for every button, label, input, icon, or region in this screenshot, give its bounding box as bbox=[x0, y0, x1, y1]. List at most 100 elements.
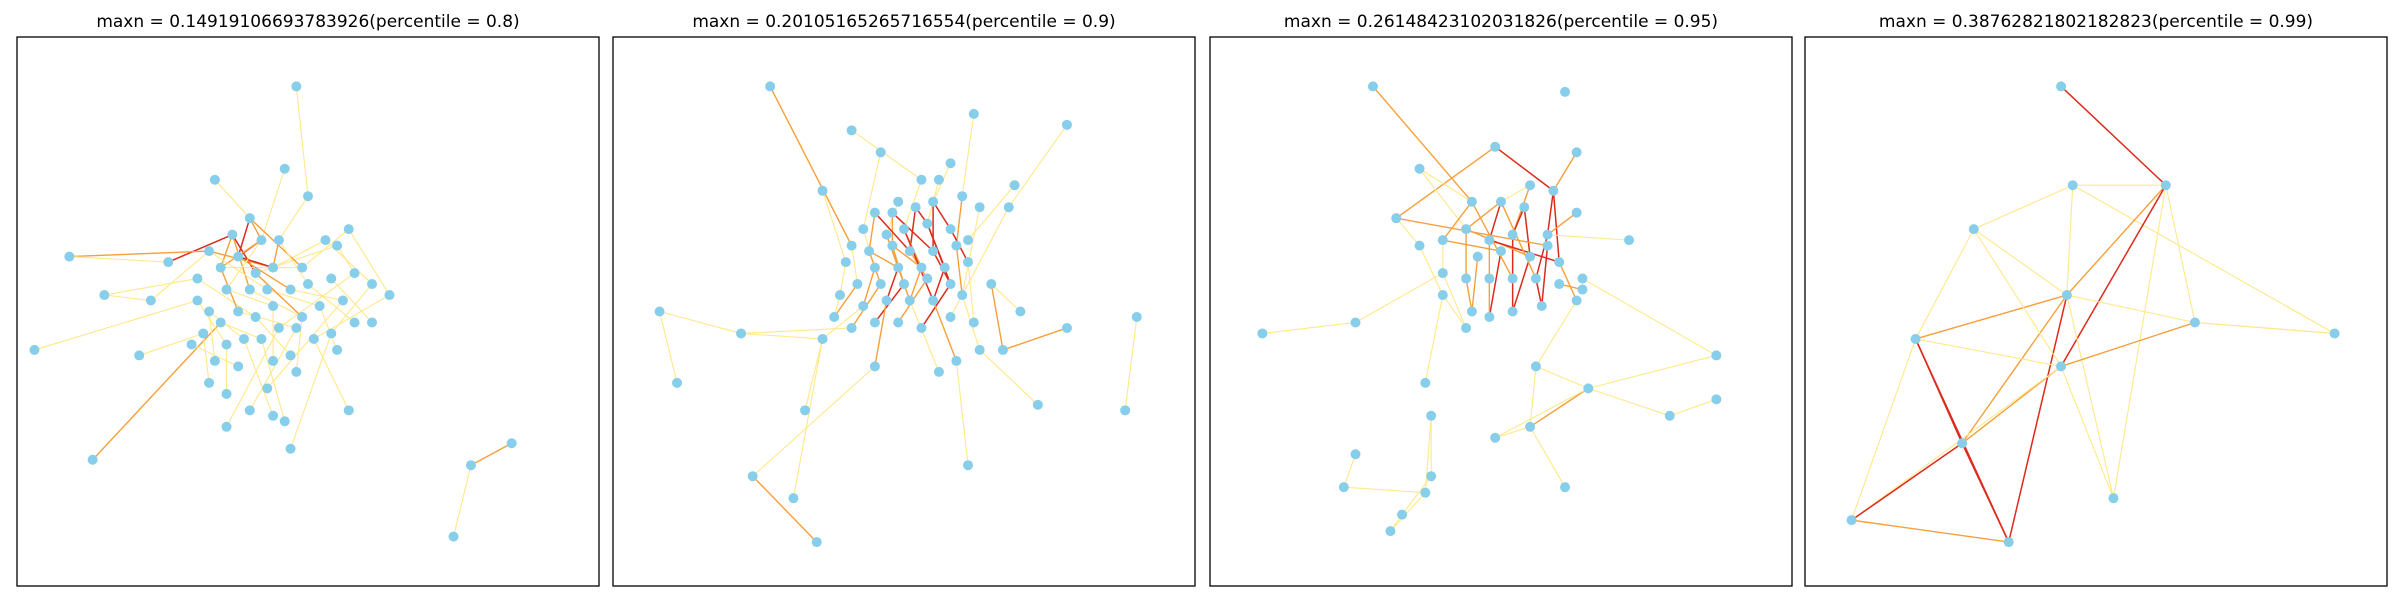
edge bbox=[1529, 366, 1537, 427]
edge bbox=[255, 245, 338, 274]
edge bbox=[2072, 184, 2335, 334]
edge bbox=[1419, 168, 1467, 230]
node bbox=[974, 344, 985, 355]
edge bbox=[1396, 217, 1548, 247]
edge bbox=[1495, 426, 1531, 439]
edge bbox=[1529, 426, 1566, 488]
panel-title: maxn = 0.38762821802182823(percentile = … bbox=[1879, 12, 2313, 32]
node bbox=[1466, 306, 1477, 317]
edge bbox=[1442, 272, 1467, 329]
edge bbox=[990, 283, 1021, 312]
node bbox=[343, 405, 354, 416]
edge bbox=[92, 322, 222, 461]
node bbox=[1624, 235, 1635, 246]
edge bbox=[238, 310, 297, 329]
edge bbox=[741, 327, 852, 335]
edge bbox=[231, 234, 257, 274]
edge bbox=[955, 360, 969, 466]
node bbox=[1530, 273, 1541, 284]
edge bbox=[990, 283, 1004, 351]
edge bbox=[1915, 338, 2062, 367]
node bbox=[1003, 202, 1014, 213]
edge bbox=[313, 338, 350, 411]
node bbox=[1664, 410, 1675, 421]
edge bbox=[1471, 256, 1479, 312]
node bbox=[1577, 273, 1588, 284]
edge bbox=[967, 262, 975, 323]
node bbox=[1542, 240, 1553, 251]
edge bbox=[1465, 201, 1502, 230]
node bbox=[297, 311, 308, 322]
node bbox=[273, 322, 284, 333]
edge bbox=[752, 475, 818, 543]
node bbox=[244, 405, 255, 416]
edge bbox=[851, 245, 858, 285]
node bbox=[285, 443, 296, 454]
edge bbox=[1465, 278, 1473, 312]
edge bbox=[104, 294, 151, 302]
node bbox=[326, 328, 337, 339]
edge bbox=[1390, 492, 1426, 532]
edge bbox=[1442, 201, 1473, 241]
node bbox=[2108, 493, 2119, 504]
edge bbox=[1851, 519, 2009, 543]
edge bbox=[909, 300, 940, 373]
node bbox=[933, 366, 944, 377]
node-layer bbox=[1257, 81, 1722, 537]
node bbox=[268, 301, 279, 312]
node bbox=[916, 174, 927, 185]
node bbox=[1426, 410, 1437, 421]
panel-frame bbox=[1804, 36, 2388, 587]
edge bbox=[2194, 321, 2335, 335]
node bbox=[262, 284, 273, 295]
edge bbox=[1494, 387, 1589, 439]
edge bbox=[226, 289, 274, 307]
node bbox=[1560, 86, 1571, 97]
node bbox=[1009, 180, 1020, 191]
node bbox=[233, 361, 244, 372]
edge bbox=[2060, 321, 2196, 368]
node bbox=[303, 191, 313, 202]
node bbox=[1484, 273, 1495, 284]
node bbox=[945, 158, 956, 169]
edge bbox=[1961, 365, 2062, 444]
node bbox=[250, 268, 261, 279]
edge bbox=[1547, 212, 1578, 236]
edge bbox=[249, 327, 297, 411]
node bbox=[204, 377, 215, 388]
node bbox=[384, 290, 395, 301]
node bbox=[1061, 119, 1072, 130]
node bbox=[221, 388, 232, 399]
node bbox=[2189, 317, 2200, 328]
edge bbox=[1424, 415, 1432, 493]
node bbox=[163, 257, 174, 268]
node bbox=[1461, 322, 1472, 333]
node bbox=[221, 421, 232, 432]
node bbox=[1131, 311, 1142, 322]
edge bbox=[2060, 366, 2114, 499]
edge bbox=[862, 267, 876, 307]
node bbox=[1257, 328, 1268, 339]
edge bbox=[295, 86, 309, 197]
edge bbox=[220, 234, 234, 268]
edge bbox=[34, 299, 198, 351]
node bbox=[747, 471, 758, 482]
edge-layer bbox=[34, 86, 513, 537]
edge bbox=[961, 207, 981, 296]
edge bbox=[1546, 190, 1555, 235]
node bbox=[134, 350, 145, 361]
node bbox=[1525, 180, 1536, 191]
node bbox=[233, 306, 244, 317]
edge bbox=[2066, 294, 2196, 324]
node bbox=[1846, 515, 1857, 526]
node bbox=[869, 361, 880, 372]
edge bbox=[1588, 354, 1717, 389]
edge bbox=[659, 310, 742, 334]
node bbox=[916, 322, 927, 333]
edge bbox=[979, 349, 1039, 406]
panel-4: maxn = 0.38762821802182823(percentile = … bbox=[1804, 12, 2388, 587]
edge bbox=[1442, 239, 1502, 252]
node bbox=[1957, 438, 1968, 449]
panel-title: maxn = 0.26148423102031826(percentile = … bbox=[1284, 12, 1718, 32]
node bbox=[887, 207, 898, 218]
